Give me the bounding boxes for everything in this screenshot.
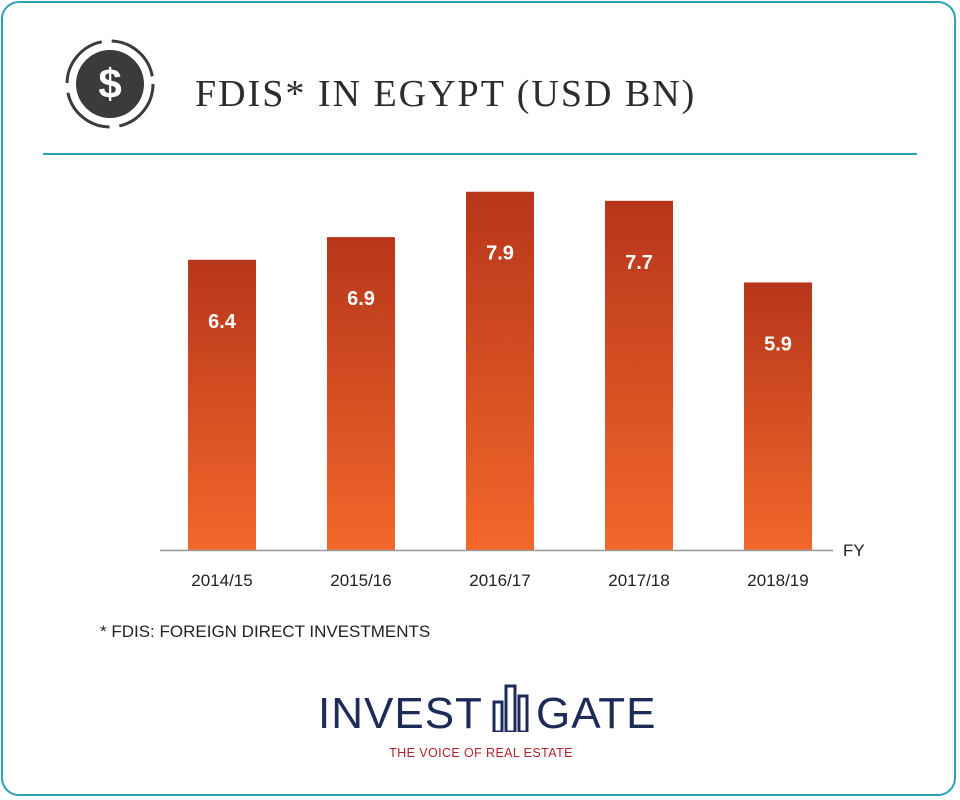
page-title: FDIS* IN EGYPT (USD BN) <box>195 73 697 115</box>
bar-value-label: 7.7 <box>625 252 653 274</box>
x-tick-label: 2017/18 <box>608 571 669 590</box>
title-divider <box>43 153 917 155</box>
bar-value-label: 6.9 <box>347 288 375 310</box>
bar-value-label: 7.9 <box>486 243 514 265</box>
logo-tagline: THE VOICE OF REAL ESTATE <box>389 746 573 760</box>
investgate-logo: INVEST GATE THE VOICE OF REAL ESTATE <box>316 680 656 770</box>
bar-value-label: 5.9 <box>764 333 792 355</box>
x-tick-label: 2016/17 <box>469 571 530 590</box>
bar-2017/18 <box>605 200 673 550</box>
bar-2016/17 <box>466 191 534 550</box>
svg-text:$: $ <box>98 60 121 107</box>
footnote: * FDIS: FOREIGN DIRECT INVESTMENTS <box>100 622 431 641</box>
x-tick-label: 2014/15 <box>191 571 252 590</box>
logo-name-left: INVEST <box>318 689 483 738</box>
building-icon <box>492 684 529 732</box>
dollar-coin-icon: $ <box>65 39 155 129</box>
x-axis-label: FY <box>843 541 865 560</box>
bar-2014/15 <box>188 259 256 550</box>
bar-2015/16 <box>327 237 395 550</box>
x-tick-label: 2018/19 <box>747 571 808 590</box>
bar-value-label: 6.4 <box>208 311 237 333</box>
bar-2018/19 <box>744 282 812 550</box>
x-tick-label: 2015/16 <box>330 571 391 590</box>
logo-name-right: GATE <box>536 689 657 738</box>
